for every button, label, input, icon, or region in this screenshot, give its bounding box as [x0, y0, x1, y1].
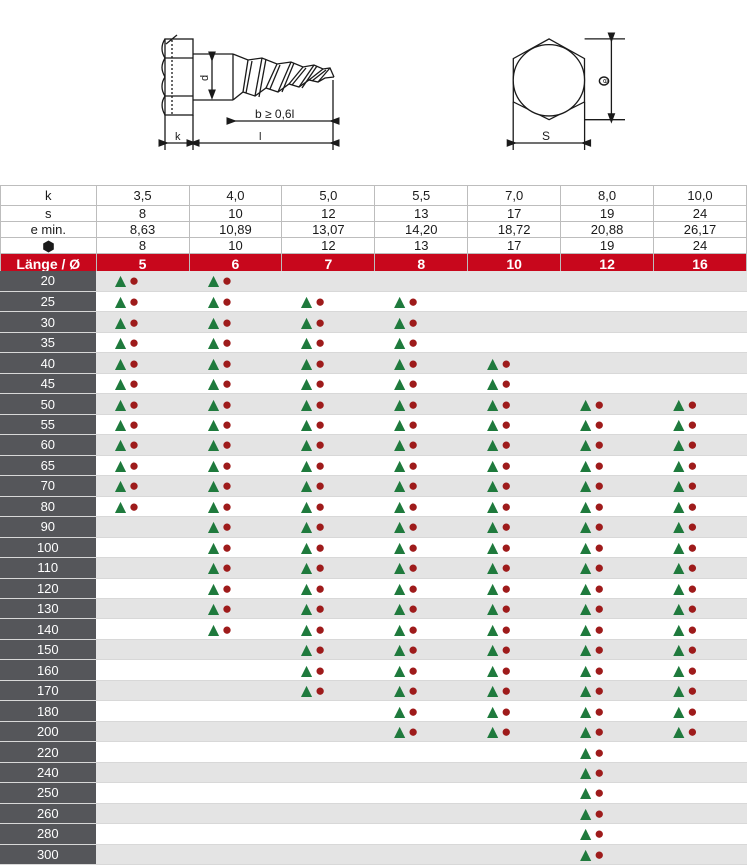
svg-text:b ≥ 0,6l: b ≥ 0,6l	[255, 107, 294, 121]
svg-text:S: S	[542, 129, 550, 143]
svg-text:l: l	[259, 131, 261, 143]
svg-text:d: d	[199, 75, 211, 81]
svg-text:k: k	[175, 131, 181, 143]
